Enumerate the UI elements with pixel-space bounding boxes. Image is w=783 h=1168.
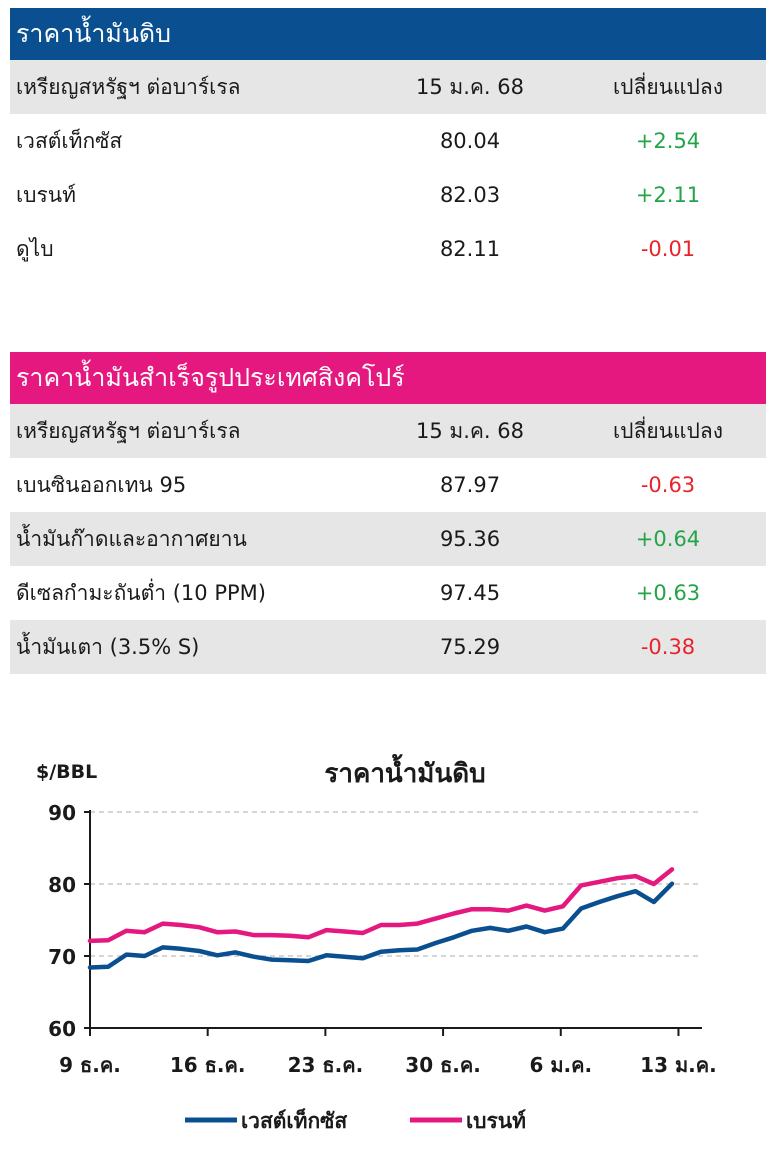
row-change: +0.64 (635, 527, 701, 551)
table-row: ดีเซลกำมะถันต่ำ (10 PPM) 97.45 +0.63 (10, 566, 766, 620)
table-row: เบรนท์ 82.03 +2.11 (10, 168, 766, 222)
table-row: น้ำมันก๊าดและอากาศยาน 95.36 +0.64 (10, 512, 766, 566)
row-price: 87.97 (439, 473, 501, 497)
y-tick-label: 60 (48, 1017, 76, 1041)
column-header-change: เปลี่ยนแปลง (612, 74, 724, 99)
table-row: ดูไบ 82.11 -0.01 (10, 222, 766, 276)
legend-label: เบรนท์ (466, 1109, 526, 1133)
chart-legend: เวสต์เท็กซัส เบรนท์ (185, 1107, 526, 1133)
column-header-date: 15 ม.ค. 68 (415, 418, 525, 443)
x-tick-label: 23 ธ.ค. (288, 1053, 364, 1077)
row-name: น้ำมันก๊าดและอากาศยาน (16, 526, 247, 551)
row-price: 82.11 (439, 237, 501, 261)
row-price: 75.29 (439, 635, 501, 659)
chart-y-axis: 60 70 80 90 (48, 801, 91, 1041)
row-change: -0.01 (640, 237, 696, 261)
row-price: 95.36 (439, 527, 501, 551)
crude-oil-table-title: ราคาน้ำมันดิบ (10, 8, 766, 60)
chart-x-axis: 9 ธ.ค. 16 ธ.ค. 23 ธ.ค. 30 ธ.ค. 6 ม.ค. 13 ม.ค. (59, 1027, 717, 1077)
row-name: เบนซินออกเทน 95 (16, 472, 187, 497)
table-row: น้ำมันเตา (3.5% S) 75.29 -0.38 (10, 620, 766, 674)
column-header-unit: เหรียญสหรัฐฯ ต่อบาร์เรล (16, 74, 241, 99)
x-tick-label: 13 ม.ค. (640, 1053, 717, 1077)
y-tick-label: 70 (48, 945, 76, 969)
chart-y-axis-label: $/BBL (36, 761, 97, 783)
column-header-change: เปลี่ยนแปลง (612, 418, 724, 443)
row-name: เวสต์เท็กซัส (16, 128, 123, 153)
series-line-wti (87, 881, 675, 970)
row-change: +0.63 (635, 581, 701, 605)
row-name: ดีเซลกำมะถันต่ำ (10 PPM) (16, 580, 266, 605)
singapore-table-header-row: เหรียญสหรัฐฯ ต่อบาร์เรล 15 ม.ค. 68 เปลี่… (10, 404, 766, 458)
series-line-brent (87, 867, 675, 944)
row-price: 82.03 (439, 183, 501, 207)
crude-oil-table: ราคาน้ำมันดิบ เหรียญสหรัฐฯ ต่อบาร์เรล 15… (10, 8, 766, 276)
singapore-products-table: ราคาน้ำมันสำเร็จรูปประเทศสิงคโปร์ เหรียญ… (10, 352, 766, 674)
column-header-date: 15 ม.ค. 68 (415, 74, 525, 99)
x-tick-label: 30 ธ.ค. (405, 1053, 481, 1077)
row-change: -0.63 (640, 473, 696, 497)
table-row: เบนซินออกเทน 95 87.97 -0.63 (10, 458, 766, 512)
y-tick-label: 80 (48, 873, 76, 897)
x-tick-label: 9 ธ.ค. (59, 1053, 121, 1077)
crude-oil-table-header-row: เหรียญสหรัฐฯ ต่อบาร์เรล 15 ม.ค. 68 เปลี่… (10, 60, 766, 114)
x-tick-label: 16 ธ.ค. (170, 1053, 246, 1077)
chart-series-lines (87, 867, 675, 970)
chart-gridlines (90, 811, 702, 957)
x-tick-label: 6 ม.ค. (529, 1053, 592, 1077)
row-change: +2.11 (635, 183, 701, 207)
row-name: เบรนท์ (16, 182, 76, 207)
table-row: เวสต์เท็กซัส 80.04 +2.54 (10, 114, 766, 168)
row-price: 97.45 (439, 581, 501, 605)
row-name: น้ำมันเตา (3.5% S) (16, 634, 200, 659)
row-change: -0.38 (640, 635, 696, 659)
singapore-products-table-title: ราคาน้ำมันสำเร็จรูปประเทศสิงคโปร์ (10, 352, 766, 404)
y-tick-label: 90 (48, 801, 76, 825)
legend-label: เวสต์เท็กซัส (241, 1107, 347, 1133)
row-change: +2.54 (635, 129, 701, 153)
crude-oil-price-chart: $/BBL ราคาน้ำมันดิบ 60 70 80 90 9 ธ.ค. 16 ธ.… (36, 753, 717, 1133)
row-name: ดูไบ (16, 236, 54, 261)
row-price: 80.04 (439, 129, 501, 153)
chart-title: ราคาน้ำมันดิบ (324, 753, 485, 789)
column-header-unit: เหรียญสหรัฐฯ ต่อบาร์เรล (16, 418, 241, 443)
